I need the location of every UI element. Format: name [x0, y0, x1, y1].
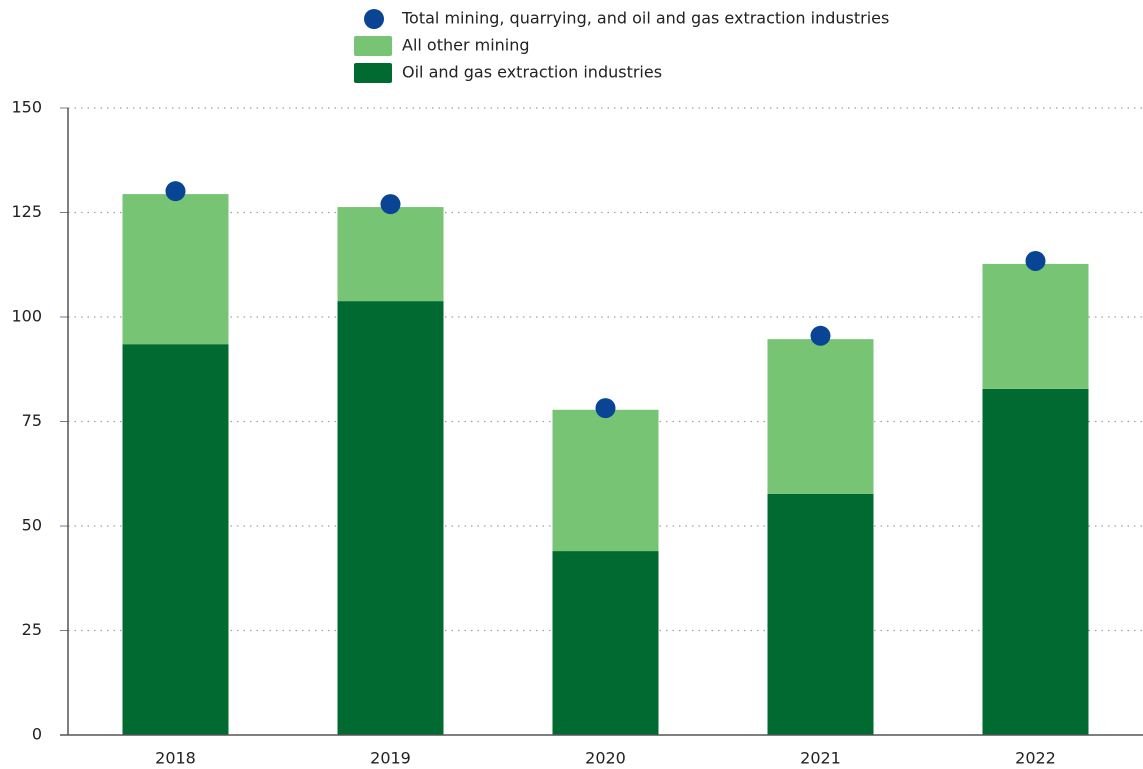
bar [122, 344, 229, 735]
x-tick-label: 2021 [800, 749, 841, 768]
total-dot [165, 181, 186, 202]
bar [767, 493, 874, 735]
y-tick-label: 50 [22, 516, 42, 535]
y-tick-label: 100 [11, 307, 42, 326]
bar [337, 301, 444, 735]
legend-dot [364, 9, 384, 29]
y-tick-label: 25 [22, 620, 42, 639]
bar [552, 409, 659, 552]
legend-label: All other mining [402, 36, 530, 55]
legend-label: Total mining, quarrying, and oil and gas… [401, 9, 889, 28]
y-tick-label: 125 [11, 202, 42, 221]
bar [767, 339, 874, 494]
legend-label: Oil and gas extraction industries [402, 63, 662, 82]
total-dot [1025, 250, 1046, 271]
x-tick-label: 2020 [585, 749, 626, 768]
x-tick-label: 2019 [370, 749, 411, 768]
x-tick-label: 2018 [155, 749, 196, 768]
legend-swatch [354, 36, 392, 56]
total-dot [380, 194, 401, 215]
y-tick-label: 0 [32, 725, 42, 744]
bar [982, 263, 1089, 389]
bar [982, 388, 1089, 735]
bar [122, 194, 229, 345]
total-dot [810, 325, 831, 346]
legend-swatch [354, 63, 392, 83]
bar [552, 551, 659, 735]
bar [337, 207, 444, 302]
x-tick-label: 2022 [1015, 749, 1056, 768]
y-tick-label: 75 [22, 411, 42, 430]
total-dot [595, 398, 616, 419]
y-tick-label: 150 [11, 98, 42, 117]
